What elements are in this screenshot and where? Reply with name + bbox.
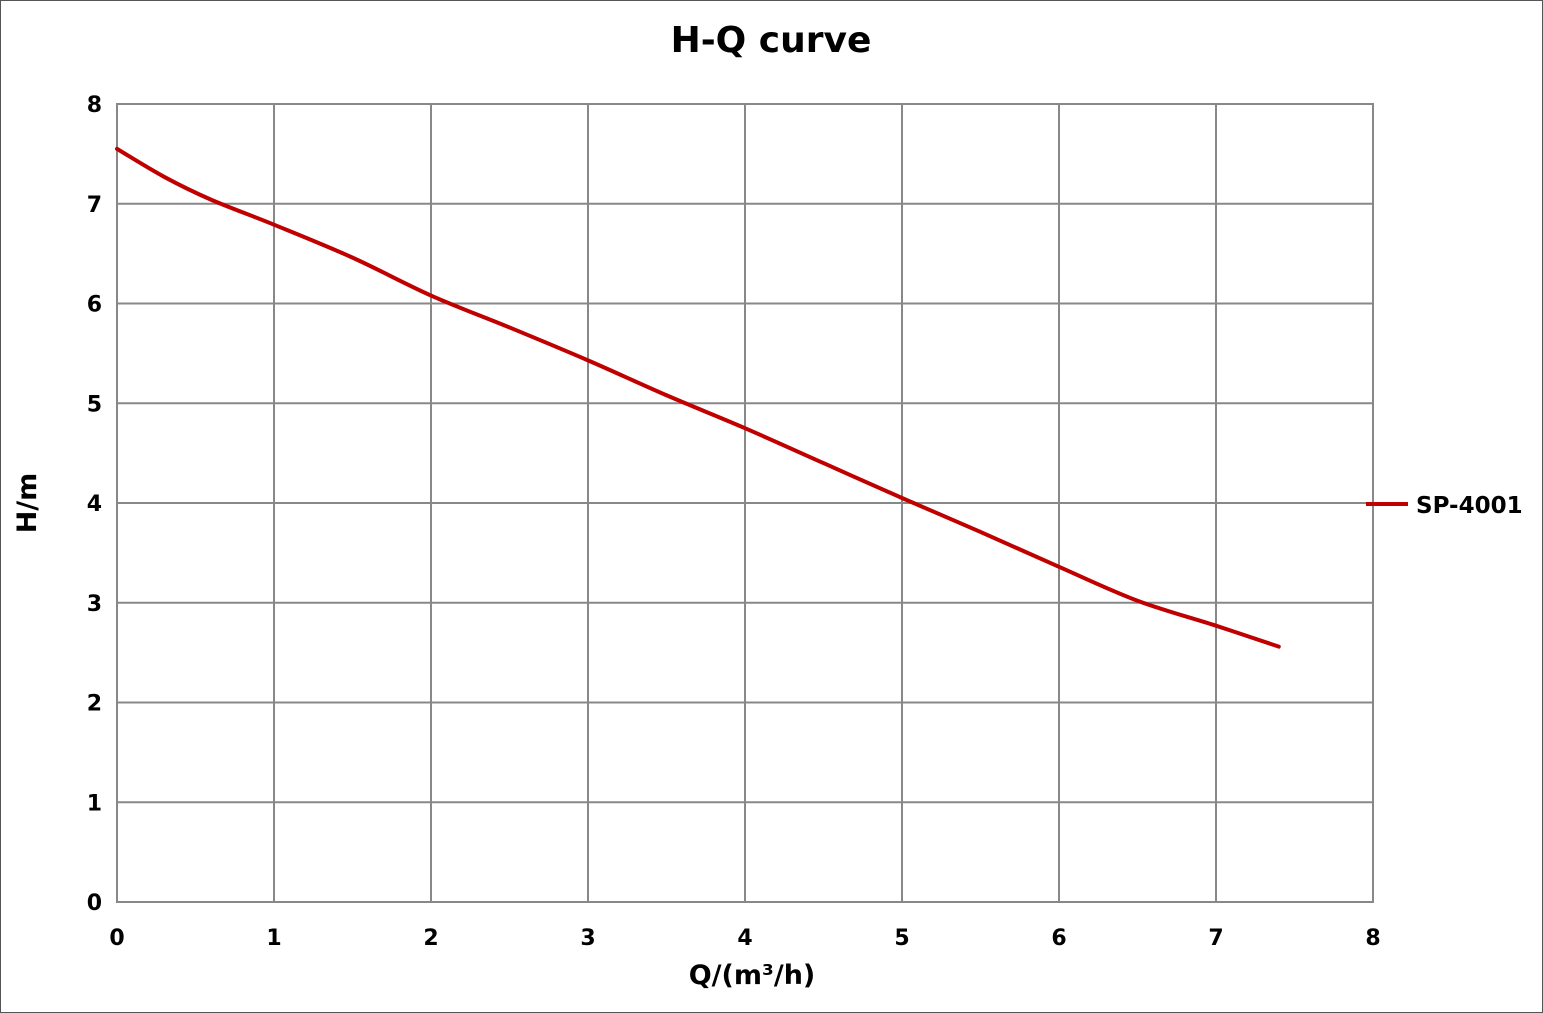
x-axis-label: Q/(m³/h): [689, 960, 816, 991]
series-line-sp-4001: [115, 146, 1281, 649]
x-tick-label: 5: [894, 926, 909, 951]
x-tick-label: 3: [580, 926, 595, 951]
y-tick-label: 6: [87, 293, 102, 318]
y-tick-label: 3: [87, 592, 102, 617]
y-axis-label: H/m: [12, 473, 43, 534]
x-tick-label: 2: [423, 926, 438, 951]
y-tick-label: 1: [87, 791, 102, 816]
legend-label-sp-4001: SP-4001: [1416, 493, 1523, 519]
grid: [116, 103, 1374, 903]
x-tick-labels: 0 1 2 3 4 5 6 7 8: [109, 926, 1380, 951]
y-tick-label: 5: [87, 392, 102, 417]
x-tick-label: 8: [1365, 926, 1380, 951]
x-tick-label: 0: [109, 926, 124, 951]
y-tick-label: 7: [87, 193, 102, 218]
y-tick-labels: 0 1 2 3 4 5 6 7 8: [87, 93, 102, 916]
y-tick-label: 0: [87, 891, 102, 916]
legend: SP-4001: [1366, 493, 1523, 519]
y-tick-label: 2: [87, 692, 102, 717]
x-tick-label: 7: [1208, 926, 1223, 951]
x-tick-label: 1: [266, 926, 281, 951]
y-tick-label: 4: [87, 492, 102, 517]
x-tick-label: 6: [1051, 926, 1066, 951]
series-layer: [115, 146, 1281, 649]
x-tick-label: 4: [737, 926, 752, 951]
y-tick-label: 8: [87, 93, 102, 118]
chart-title: H-Q curve: [671, 20, 872, 61]
